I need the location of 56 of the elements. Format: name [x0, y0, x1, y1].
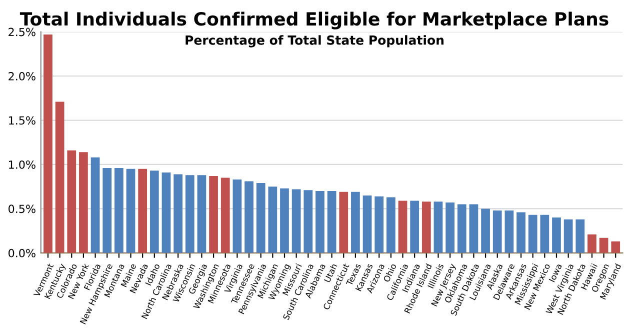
bar — [150, 170, 159, 253]
bar — [44, 34, 52, 253]
bar — [599, 238, 608, 253]
bar — [504, 210, 514, 253]
bar — [220, 178, 230, 253]
bar — [588, 234, 596, 253]
bar — [174, 174, 182, 253]
bar — [457, 204, 466, 253]
bar — [102, 168, 112, 253]
bar — [564, 219, 573, 253]
bar — [316, 191, 324, 253]
bar — [362, 195, 372, 253]
bar — [292, 189, 301, 253]
bar — [67, 150, 76, 253]
bar — [398, 200, 408, 253]
bar — [232, 180, 242, 253]
bar — [90, 157, 100, 253]
bar — [162, 172, 171, 253]
y-tick-label: 2.0% — [8, 72, 36, 80]
bar — [434, 202, 443, 253]
y-tick-label: 2.5% — [8, 28, 36, 36]
bar — [55, 102, 64, 253]
y-tick-label: 0.5% — [8, 204, 36, 214]
y-tick-label: 1.0% — [9, 160, 36, 169]
bar — [422, 202, 431, 253]
bar — [446, 202, 454, 253]
bar — [280, 188, 289, 253]
bar — [244, 181, 254, 253]
bar — [138, 168, 148, 253]
bar — [256, 183, 266, 253]
bar — [552, 218, 561, 253]
chart-subtitle: Percentage of Total State Population — [186, 35, 444, 48]
bar — [197, 175, 206, 253]
bar — [481, 208, 490, 253]
bar — [386, 197, 396, 253]
y-tick-label: 1.5% — [9, 116, 36, 125]
bar — [268, 186, 278, 253]
bar — [209, 176, 218, 253]
bar — [185, 175, 194, 253]
bar — [492, 210, 502, 253]
bar — [611, 241, 620, 253]
bar — [304, 190, 313, 253]
bar — [576, 219, 585, 253]
bar — [410, 200, 420, 253]
bar — [79, 152, 88, 253]
bar — [114, 168, 124, 253]
bar — [126, 168, 136, 253]
bar — [351, 192, 360, 253]
bar — [374, 196, 384, 253]
bar — [516, 212, 526, 253]
bar — [540, 214, 550, 253]
bar — [327, 191, 336, 253]
bar — [528, 214, 538, 253]
y-tick-label: 0.0% — [8, 248, 36, 258]
bar — [339, 192, 348, 253]
bar — [469, 204, 478, 253]
